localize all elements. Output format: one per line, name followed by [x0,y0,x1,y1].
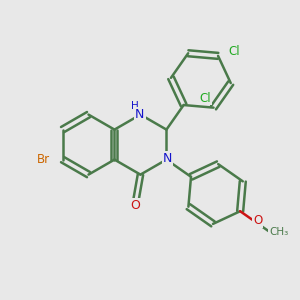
Text: N: N [135,107,145,121]
Text: N: N [163,152,172,165]
Text: O: O [253,214,262,227]
Text: Cl: Cl [199,92,211,104]
Text: Cl: Cl [229,45,240,58]
Text: Br: Br [38,152,50,166]
Text: CH₃: CH₃ [269,227,288,237]
Text: H: H [131,101,139,111]
Text: O: O [130,199,140,212]
